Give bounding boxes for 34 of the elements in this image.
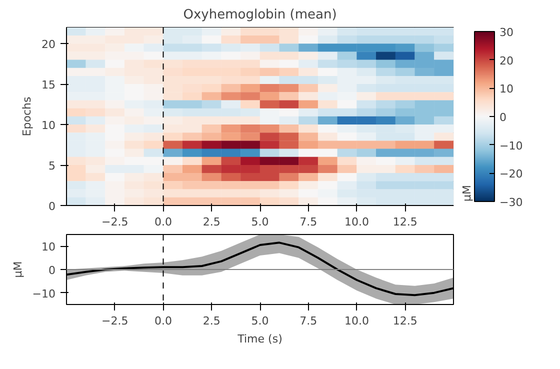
color-bar-label: −30 bbox=[500, 196, 523, 209]
y-tick-label: 20 bbox=[42, 38, 56, 52]
x-tick-label: 7.5 bbox=[300, 314, 318, 328]
x-tick-label: 12.5 bbox=[392, 216, 418, 228]
y-tick-label: 10 bbox=[42, 119, 56, 132]
color-bar-label: 30 bbox=[500, 26, 514, 39]
color-bar-title: µM bbox=[460, 185, 474, 202]
color-bar-label: 20 bbox=[500, 54, 514, 68]
x-tick-label: 2.5 bbox=[202, 216, 220, 228]
x-tick-label: 5.0 bbox=[251, 314, 269, 328]
x-tick-label: 2.5 bbox=[202, 314, 220, 328]
y-tick-label: 5 bbox=[48, 160, 56, 173]
chart-title: Oxyhemoglobin (mean) bbox=[183, 8, 337, 22]
color-bar-label: 0 bbox=[500, 111, 506, 124]
color-bar-label: 10 bbox=[500, 82, 514, 96]
x-tick-label: 0.0 bbox=[154, 216, 172, 228]
color-bar-label: −20 bbox=[500, 168, 523, 181]
x-tick-label: 12.5 bbox=[392, 314, 418, 328]
y-axis-title: µM bbox=[11, 261, 24, 278]
x-tick-label: 7.5 bbox=[300, 216, 318, 228]
y-tick-label: 0 bbox=[48, 200, 56, 213]
y-tick-label: −10 bbox=[32, 287, 56, 300]
x-tick-label: 0.0 bbox=[154, 314, 172, 328]
x-tick-label: 10.0 bbox=[344, 216, 370, 228]
x-tick-label: −2.5 bbox=[102, 216, 128, 228]
y-tick-label: 10 bbox=[42, 240, 56, 254]
x-axis-title: Time (s) bbox=[236, 332, 282, 346]
x-tick-label: −2.5 bbox=[102, 314, 128, 328]
y-tick-label: 15 bbox=[42, 78, 56, 92]
y-axis-title: Epochs bbox=[20, 96, 34, 136]
color-bar-label: −10 bbox=[500, 139, 523, 152]
x-tick-label: 5.0 bbox=[251, 216, 269, 228]
y-tick-label: 0 bbox=[48, 264, 56, 277]
x-tick-label: 10.0 bbox=[344, 314, 370, 328]
